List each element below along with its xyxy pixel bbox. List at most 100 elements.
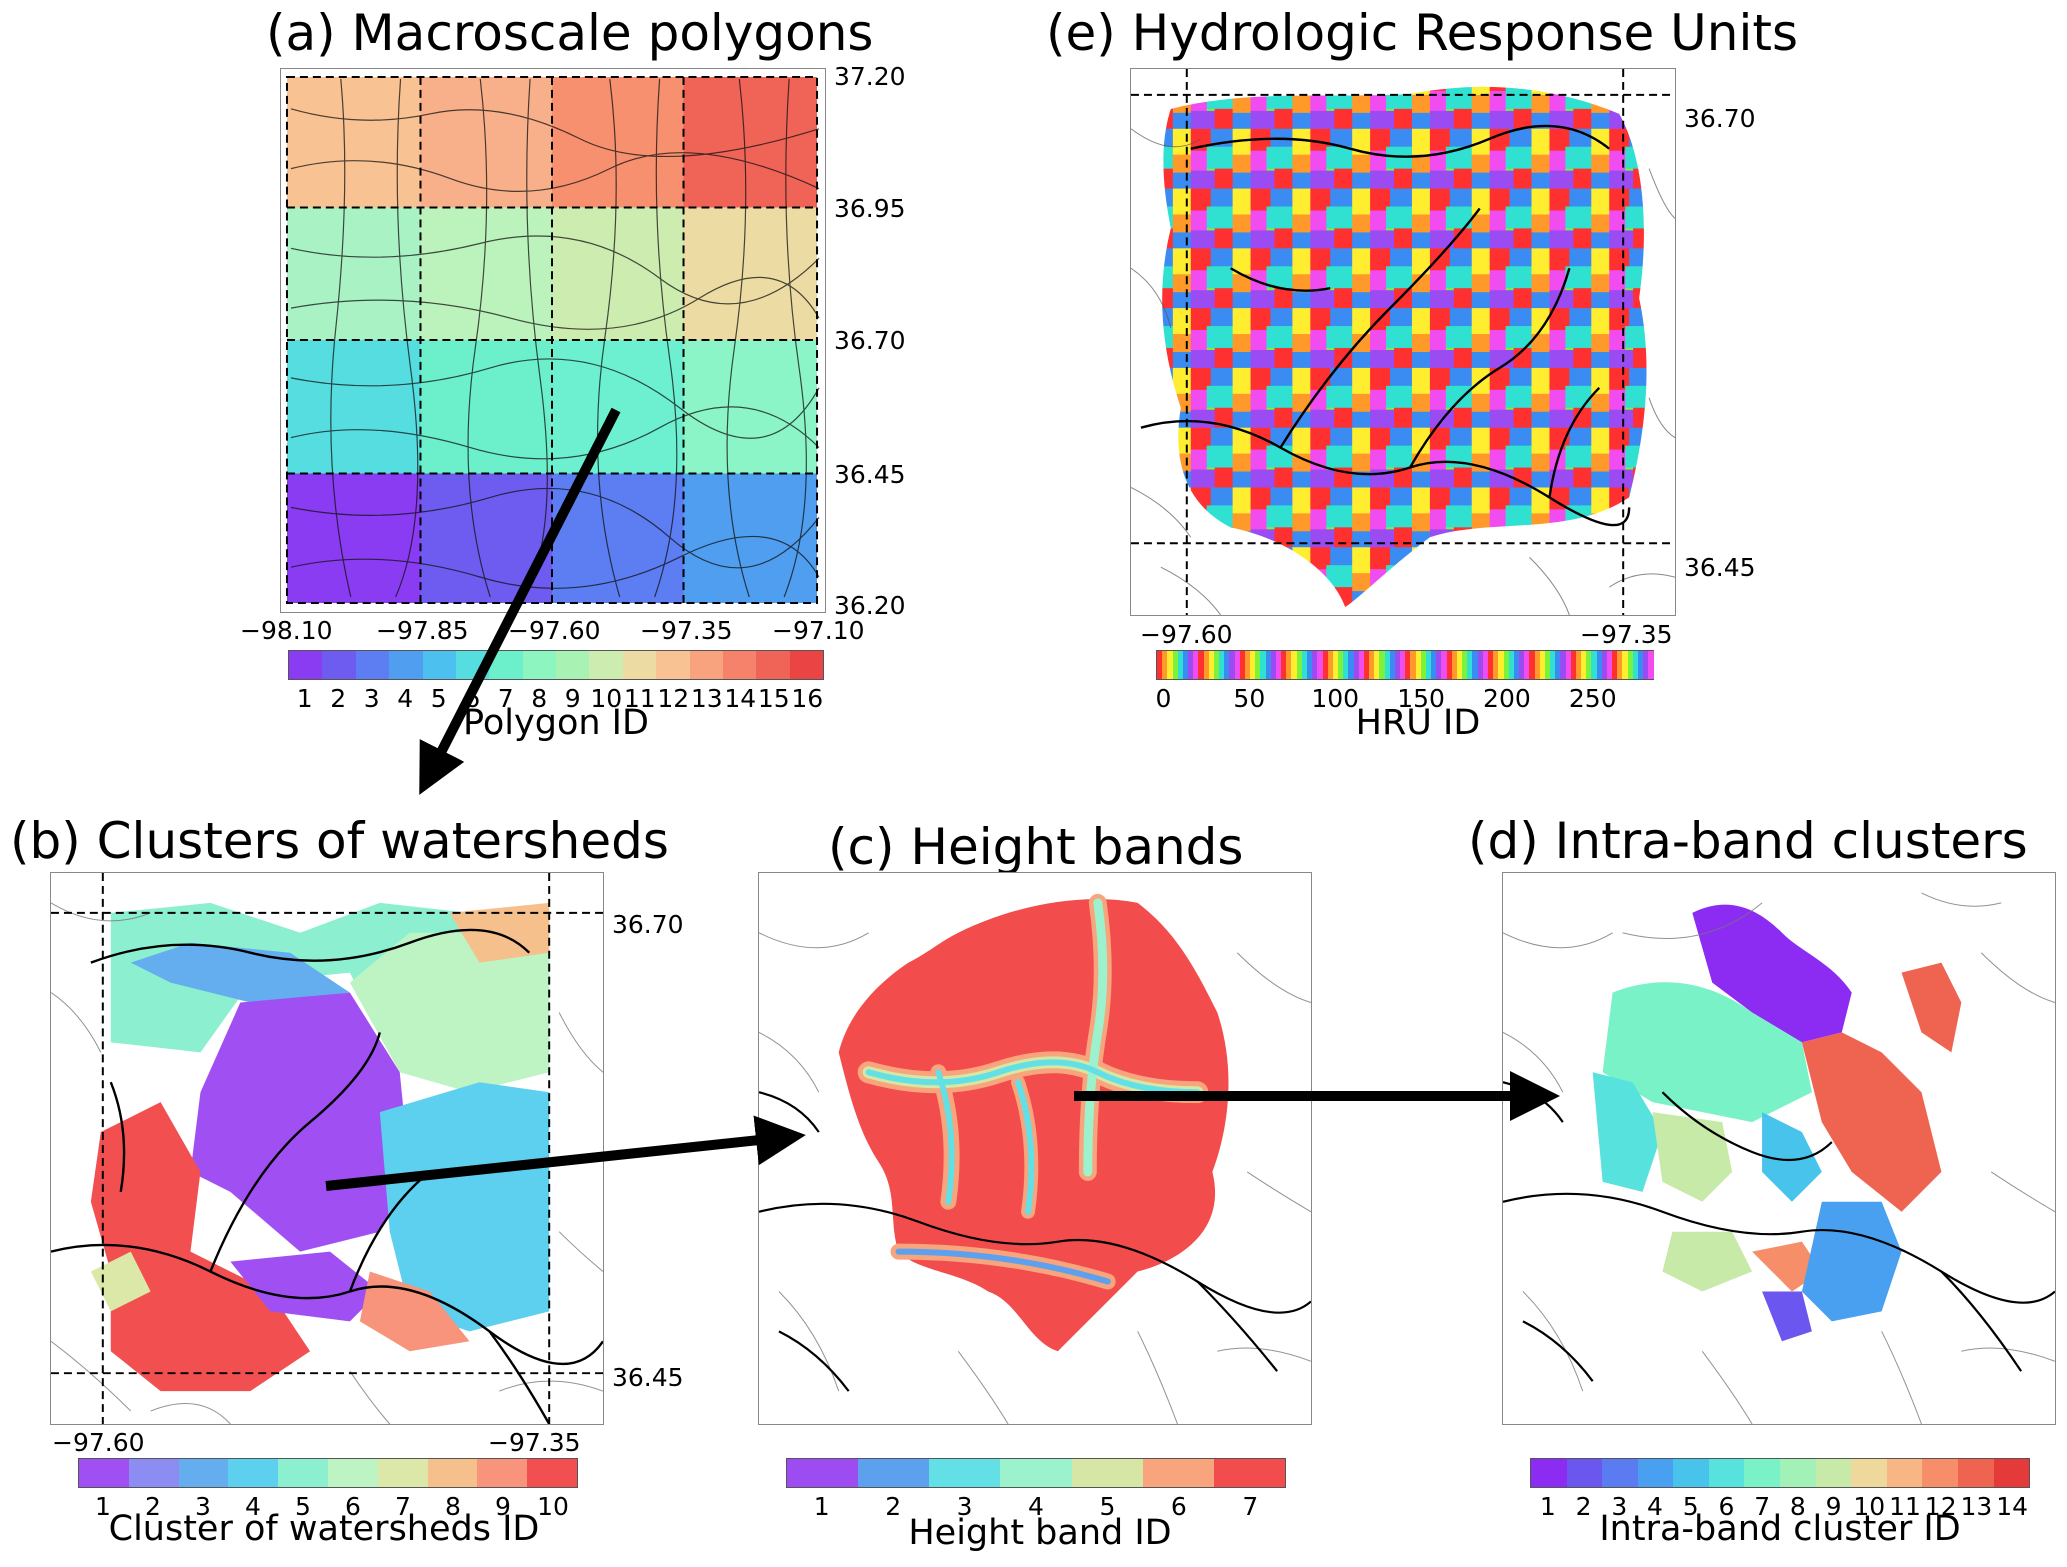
colorbar-segment — [1993, 1459, 2030, 1487]
panel-e-lon-tick: −97.60 — [1140, 620, 1233, 649]
panel-a-lon-tick: −97.35 — [640, 616, 733, 645]
colorbar-segment — [1539, 651, 1545, 679]
colorbar-segment — [1234, 651, 1240, 679]
panel-b-lat-tick: 36.70 — [612, 910, 684, 939]
colorbar-tick-label: 13 — [690, 684, 723, 713]
colorbar-segment — [1493, 651, 1499, 679]
colorbar-segment — [228, 1459, 279, 1487]
colorbar-segment — [427, 1459, 478, 1487]
colorbar-segment — [858, 1459, 930, 1487]
colorbar-segment — [1560, 651, 1566, 679]
colorbar-tick-label: 11 — [1889, 1492, 1921, 1521]
colorbar-segment — [1400, 651, 1406, 679]
panel-d-colorbar-label: Intra-band cluster ID — [1599, 1509, 1961, 1549]
panel-a-lat-tick: 36.20 — [834, 591, 906, 620]
colorbar-segment — [1886, 1459, 1923, 1487]
colorbar-segment — [1601, 651, 1607, 679]
colorbar-segment — [1167, 651, 1173, 679]
colorbar-segment — [1508, 651, 1514, 679]
panel-e-colorbar — [1156, 650, 1654, 680]
colorbar-segment — [1570, 651, 1576, 679]
colorbar-tick-label: 1 — [813, 1492, 830, 1521]
colorbar-tick-label: 2 — [1575, 1492, 1592, 1521]
colorbar-tick-label: 150 — [1397, 684, 1445, 713]
colorbar-segment — [1637, 651, 1644, 679]
colorbar-segment — [1177, 651, 1183, 679]
colorbar-tick-label: 6 — [1170, 1492, 1187, 1521]
colorbar-segment — [1255, 651, 1261, 679]
colorbar-segment — [1296, 651, 1302, 679]
panel-b-lat-tick: 36.45 — [612, 1363, 684, 1392]
colorbar-segment — [278, 1459, 328, 1487]
colorbar-tick-label: 100 — [1311, 684, 1360, 713]
colorbar-tick-label: 3 — [195, 1492, 211, 1521]
colorbar-tick-label: 12 — [657, 684, 690, 713]
panel-a-lat-tick: 37.20 — [834, 62, 906, 91]
panel-a-lon-tick: −97.60 — [508, 616, 601, 645]
colorbar-segment — [1524, 651, 1530, 679]
panel-b-lon-tick: −97.35 — [488, 1428, 581, 1457]
colorbar-segment — [787, 1459, 859, 1487]
panel-c-height-bands — [759, 893, 1311, 1424]
colorbar-segment — [1265, 651, 1271, 679]
colorbar-segment — [1415, 651, 1421, 679]
colorbar-segment — [929, 1459, 1001, 1487]
colorbar-segment — [1291, 651, 1297, 679]
panel-a-title: (a) Macroscale polygons — [266, 4, 874, 62]
colorbar-segment — [1513, 651, 1520, 679]
colorbar-segment — [1338, 651, 1344, 679]
colorbar-tick-label: 7 — [395, 1492, 411, 1521]
colorbar-segment — [1348, 651, 1354, 679]
colorbar-segment — [477, 1459, 528, 1487]
colorbar-tick-label: 250 — [1568, 684, 1617, 713]
colorbar-tick-label: 5 — [430, 684, 447, 713]
colorbar-segment — [1637, 1459, 1674, 1487]
colorbar-segment — [1586, 651, 1592, 679]
colorbar-segment — [1322, 651, 1328, 679]
panel-c-colorbar-label: Height band ID — [908, 1513, 1172, 1553]
colorbar-segment — [589, 651, 623, 679]
colorbar-segment — [1488, 651, 1494, 679]
colorbar-segment — [1462, 651, 1468, 679]
panel-a-lat-tick: 36.45 — [834, 460, 906, 489]
colorbar-segment — [1472, 651, 1478, 679]
colorbar-segment — [1477, 651, 1483, 679]
panel-c-title: (c) Height bands — [828, 818, 1244, 876]
colorbar-segment — [1193, 651, 1199, 679]
panel-e-map — [1130, 68, 1676, 616]
colorbar-segment — [1534, 651, 1540, 679]
colorbar-segment — [1446, 651, 1452, 679]
colorbar-tick-label: 3 — [1611, 1492, 1628, 1521]
colorbar-tick-label: 5 — [295, 1492, 311, 1521]
colorbar-segment — [1343, 651, 1349, 679]
colorbar-segment — [1648, 651, 1654, 679]
colorbar-segment — [1780, 1459, 1816, 1487]
panel-a-lon-tick: −97.85 — [376, 616, 469, 645]
colorbar-tick-label: 11 — [623, 684, 656, 713]
colorbar-segment — [789, 651, 823, 679]
colorbar-tick-label: 15 — [757, 684, 790, 713]
colorbar-segment — [1617, 651, 1623, 679]
colorbar-tick-label: 16 — [791, 684, 824, 713]
colorbar-tick-label: 12 — [1924, 1492, 1957, 1521]
colorbar-tick-label: 4 — [1028, 1492, 1044, 1521]
colorbar-segment — [1596, 651, 1602, 679]
colorbar-segment — [1162, 651, 1168, 679]
colorbar-segment — [1744, 1459, 1781, 1487]
colorbar-tick-label: 2 — [330, 684, 347, 713]
colorbar-segment — [327, 1459, 378, 1487]
colorbar-tick-label: 50 — [1233, 684, 1266, 713]
colorbar-segment — [1260, 651, 1266, 679]
panel-c-colorbar — [786, 1458, 1286, 1488]
colorbar-segment — [1250, 651, 1256, 679]
panel-a-colorbar — [288, 650, 824, 680]
panel-e-lat-tick: 36.70 — [1684, 104, 1756, 133]
colorbar-segment — [1239, 651, 1245, 679]
colorbar-tick-label: 14 — [724, 684, 757, 713]
colorbar-segment — [1673, 1459, 1709, 1487]
colorbar-tick-label: 8 — [445, 1492, 461, 1521]
colorbar-tick-label: 14 — [1996, 1492, 2029, 1521]
colorbar-tick-label: 9 — [495, 1492, 511, 1521]
colorbar-segment — [1708, 1459, 1745, 1487]
colorbar-segment — [1622, 651, 1628, 679]
